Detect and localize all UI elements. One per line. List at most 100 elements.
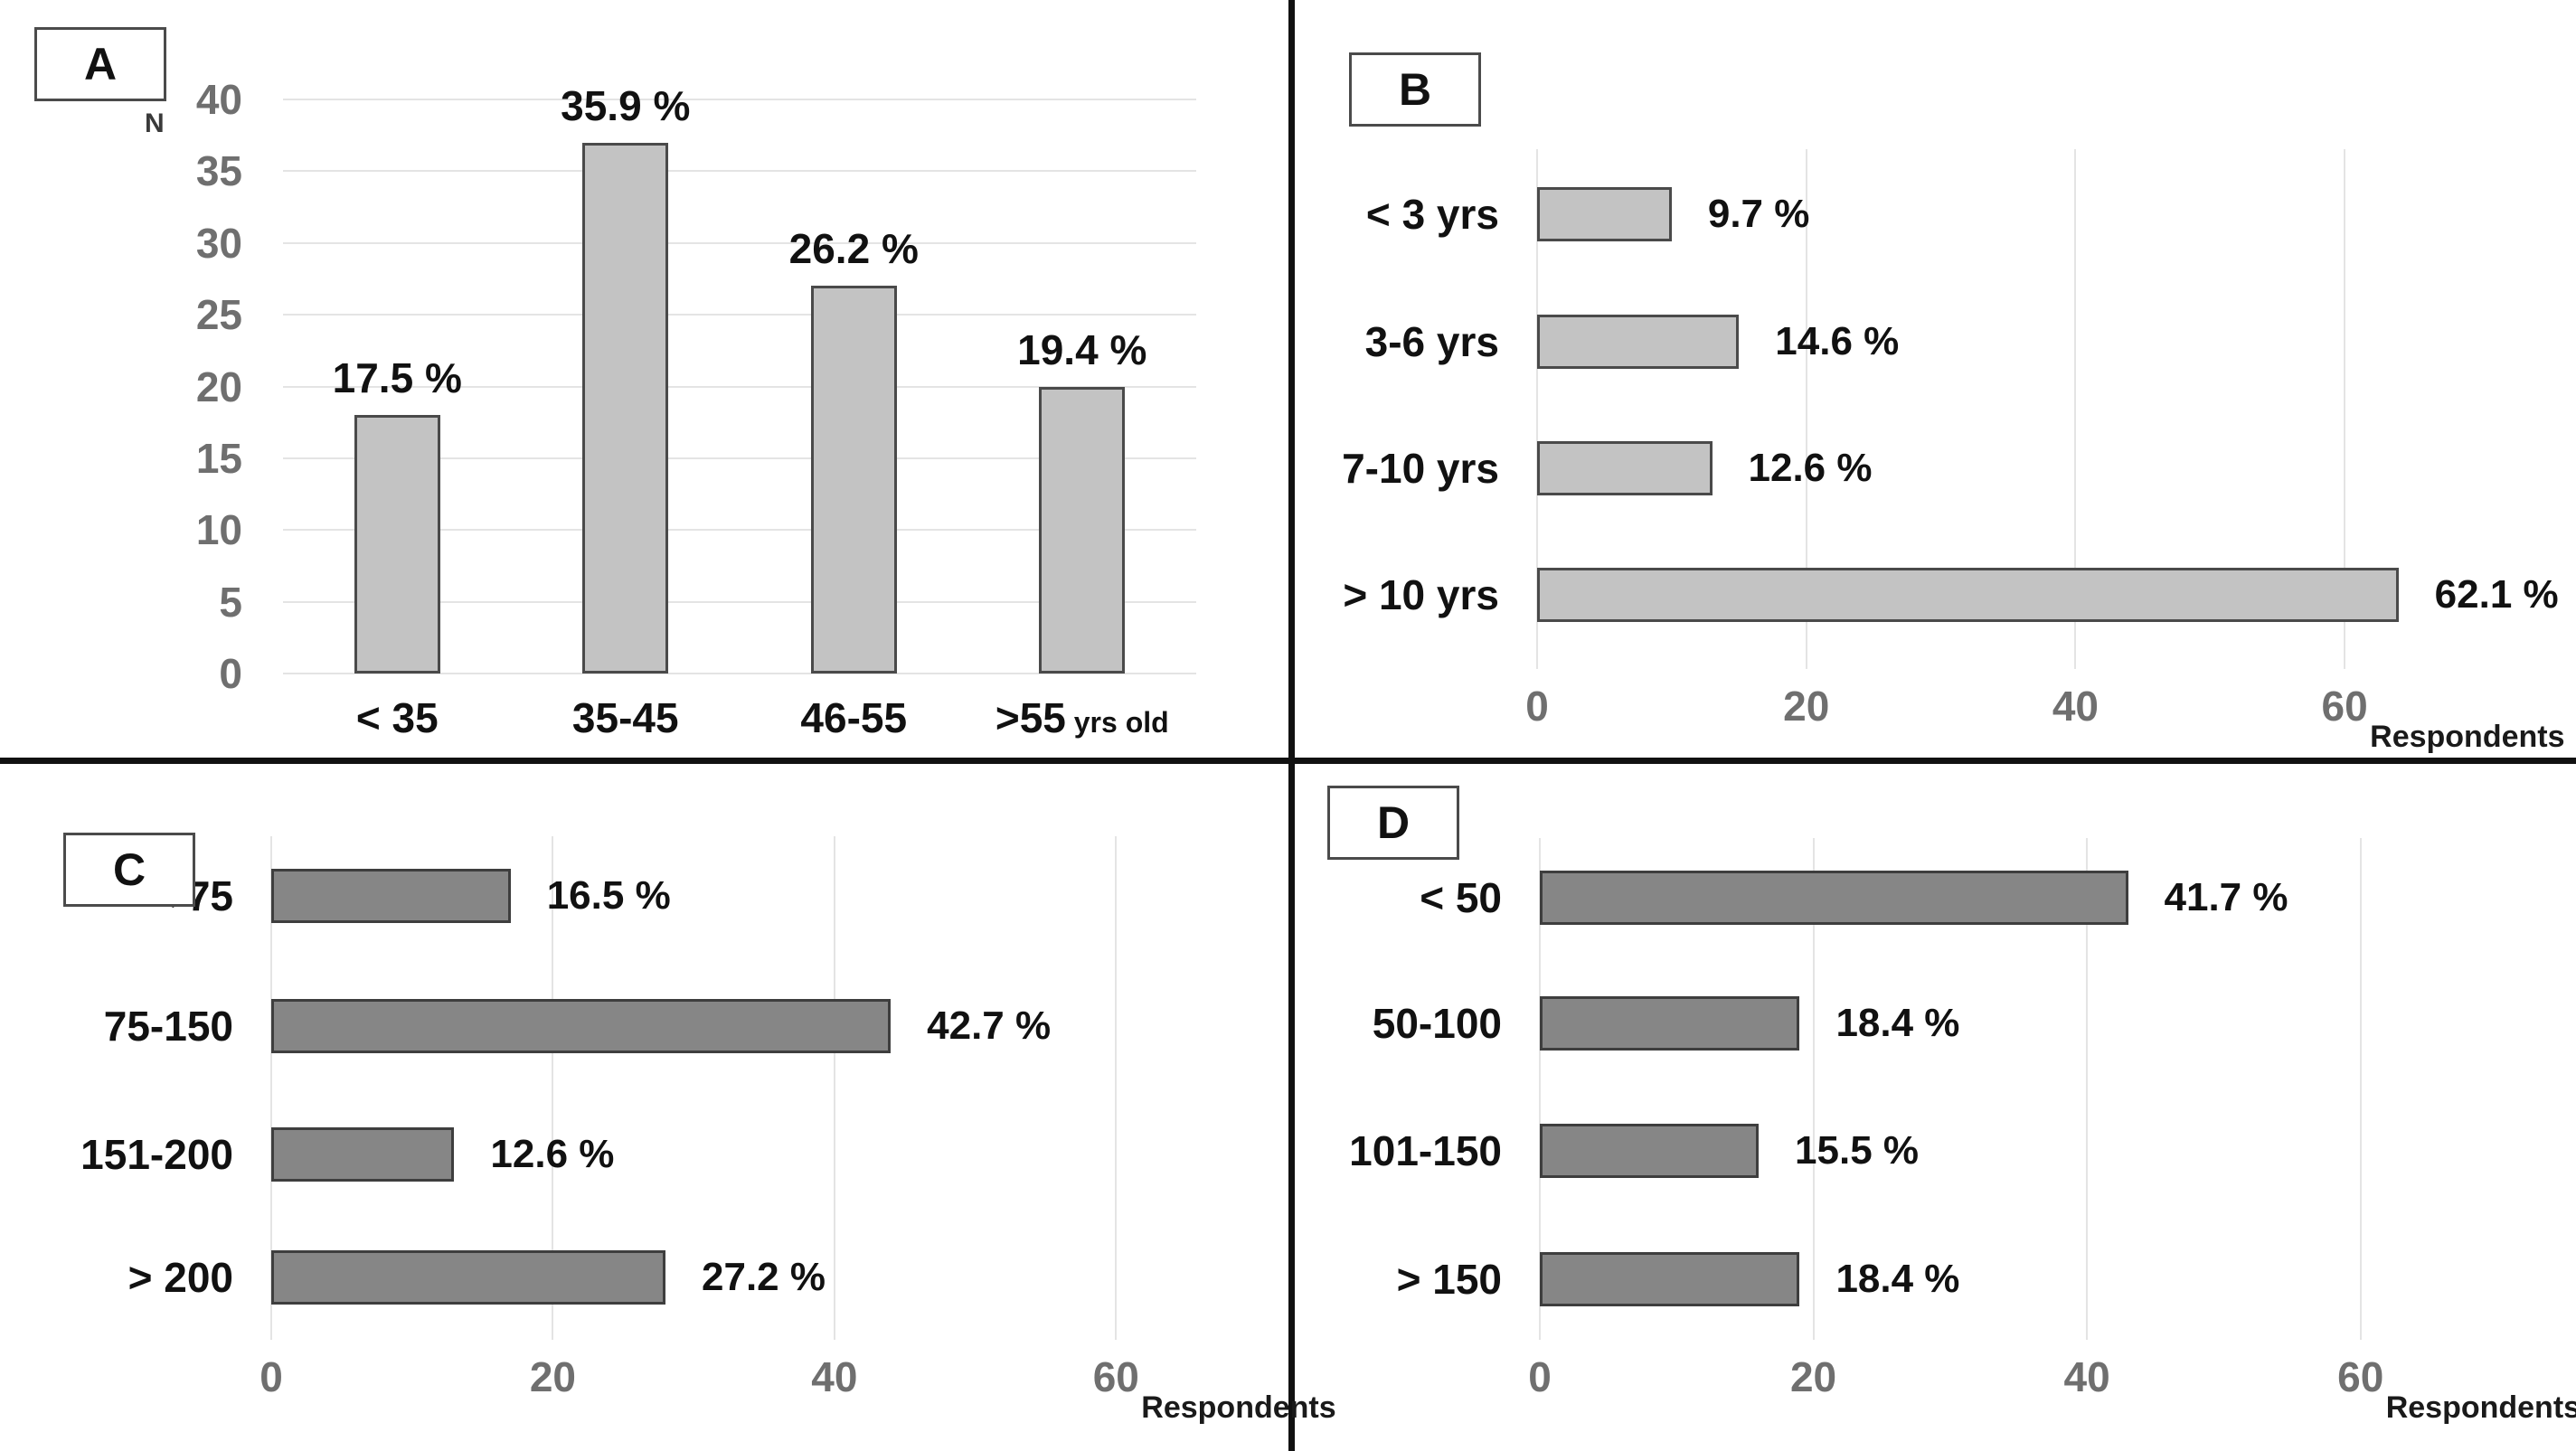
panel-a-age-distribution: A N 0 5 10 15 20 25 30 35 40 17.5 % < 35 35.9 % 35-4… bbox=[0, 0, 1288, 758]
panel-c-letter: C bbox=[112, 844, 146, 895]
x-tick-60: 60 bbox=[2321, 683, 2368, 730]
y-tick-10: 10 bbox=[195, 506, 242, 554]
category-label: > 10 yrs bbox=[1343, 571, 1499, 618]
bar-3-6 yrs bbox=[1537, 315, 1740, 369]
panel-a-plot-area: 0 5 10 15 20 25 30 35 40 17.5 % < 35 35.9 % 35-45 26.… bbox=[196, 79, 1196, 739]
bar-35-45 bbox=[582, 142, 669, 674]
gridline-y-30 bbox=[283, 241, 1196, 244]
gridline-y-15 bbox=[283, 457, 1196, 459]
x-category-label: < 35 bbox=[355, 694, 439, 741]
category-label: > 200 bbox=[127, 1254, 233, 1301]
x-axis-unit-suffix: yrs old bbox=[1065, 706, 1169, 739]
panel-c-label-box: C bbox=[63, 833, 195, 907]
gridline-x-40 bbox=[2074, 149, 2077, 669]
y-tick-15: 15 bbox=[195, 434, 242, 482]
gridline-y-10 bbox=[283, 529, 1196, 532]
panel-b-letter: B bbox=[1398, 64, 1432, 115]
x-tick-60: 60 bbox=[1092, 1353, 1139, 1400]
category-label: 7-10 yrs bbox=[1342, 445, 1499, 492]
category-label: 75-150 bbox=[103, 1003, 233, 1050]
horizontal-divider-line bbox=[0, 758, 2576, 764]
category-label: 3-6 yrs bbox=[1364, 318, 1499, 365]
bar-< 3 yrs bbox=[1537, 187, 1672, 241]
y-tick-25: 25 bbox=[195, 291, 242, 339]
gridline-y-25 bbox=[283, 314, 1196, 316]
y-tick-0: 0 bbox=[219, 650, 242, 697]
gridline-x-0 bbox=[1536, 149, 1538, 669]
panel-d-letter: D bbox=[1376, 797, 1411, 848]
x-category-label: 46-55 bbox=[800, 694, 908, 741]
bar-> 10 yrs bbox=[1537, 568, 2399, 622]
x-category-label: >55 yrs old bbox=[995, 694, 1169, 741]
bar-< 35 bbox=[354, 415, 440, 674]
category-label: 50-100 bbox=[1372, 1000, 1502, 1047]
x-category-label: 35-45 bbox=[571, 694, 679, 741]
percent-label: 18.4 % bbox=[1835, 1257, 1960, 1301]
vertical-divider-line bbox=[1288, 0, 1295, 1451]
x-tick-40: 40 bbox=[2052, 683, 2099, 730]
y-tick-20: 20 bbox=[195, 363, 242, 410]
x-tick-40: 40 bbox=[811, 1353, 858, 1400]
bar-7-10 yrs bbox=[1537, 441, 1713, 495]
panel-b-years-experience: B 0 20 40 60 Respondents < 3 yrs 9.7 % 3-6 yrs 1… bbox=[1295, 0, 2576, 758]
x-tick-60: 60 bbox=[2337, 1353, 2384, 1400]
panel-b-label-box: B bbox=[1349, 52, 1481, 127]
y-tick-40: 40 bbox=[195, 76, 242, 123]
gridline-x-60 bbox=[2344, 149, 2346, 669]
x-tick-0: 0 bbox=[1528, 1353, 1552, 1400]
gridline-x-60 bbox=[2359, 838, 2362, 1340]
gridline-y-0 bbox=[283, 673, 1196, 674]
x-tick-0: 0 bbox=[1525, 683, 1549, 730]
x-tick-20: 20 bbox=[529, 1353, 577, 1400]
percent-label: 18.4 % bbox=[1835, 1001, 1960, 1045]
percent-label: 62.1 % bbox=[2434, 572, 2559, 617]
category-label: 101-150 bbox=[1349, 1127, 1502, 1174]
percent-label: 15.5 % bbox=[1795, 1128, 1920, 1173]
percent-label: 19.4 % bbox=[1017, 325, 1147, 373]
percent-label: 17.5 % bbox=[332, 354, 462, 402]
bar-75-150 bbox=[271, 999, 892, 1053]
bar->55 bbox=[1039, 386, 1126, 674]
bar-> 150 bbox=[1540, 1252, 1800, 1306]
panel-d-label-box: D bbox=[1327, 786, 1459, 860]
percent-label: 35.9 % bbox=[561, 81, 691, 129]
x-tick-20: 20 bbox=[1789, 1353, 1837, 1400]
bar-50-100 bbox=[1540, 996, 1800, 1051]
gridline-y-40 bbox=[283, 99, 1196, 100]
bar-< 50 bbox=[1540, 871, 2128, 925]
gridline-x-0 bbox=[1539, 838, 1541, 1340]
gridline-x-40 bbox=[2086, 838, 2089, 1340]
y-tick-30: 30 bbox=[195, 219, 242, 267]
gridline-x-20 bbox=[1812, 838, 1815, 1340]
percent-label: 41.7 % bbox=[2164, 875, 2288, 919]
percent-label: 12.6 % bbox=[1748, 446, 1873, 490]
gridline-x-20 bbox=[1805, 149, 1807, 669]
percent-label: 16.5 % bbox=[546, 873, 671, 918]
category-label: < 50 bbox=[1420, 874, 1502, 921]
y-axis-title-n: N bbox=[145, 108, 165, 138]
y-tick-35: 35 bbox=[195, 147, 242, 195]
panel-d-plot-area: 0 20 40 60 Respondents < 50 41.7 % 50-100 18.4 %… bbox=[1349, 838, 2576, 1423]
gridline-y-20 bbox=[283, 385, 1196, 388]
bar-46-55 bbox=[810, 286, 897, 674]
y-tick-5: 5 bbox=[219, 578, 242, 626]
gridline-y-5 bbox=[283, 600, 1196, 603]
percent-label: 9.7 % bbox=[1707, 192, 1810, 236]
bar-101-150 bbox=[1540, 1124, 1760, 1178]
panel-a-letter: A bbox=[83, 39, 118, 90]
x-axis-title-respondents: Respondents bbox=[2385, 1390, 2576, 1425]
gridline-x-40 bbox=[833, 836, 835, 1340]
x-axis-title-respondents: Respondents bbox=[2370, 720, 2565, 754]
gridline-x-0 bbox=[270, 836, 272, 1340]
x-tick-20: 20 bbox=[1783, 683, 1830, 730]
percent-label: 26.2 % bbox=[788, 225, 919, 273]
percent-label: 27.2 % bbox=[702, 1255, 826, 1299]
gridline-y-35 bbox=[283, 170, 1196, 173]
category-label: > 150 bbox=[1396, 1256, 1502, 1303]
percent-label: 12.6 % bbox=[490, 1132, 615, 1176]
bar-< 75 bbox=[271, 869, 511, 923]
gridline-x-20 bbox=[552, 836, 554, 1340]
percent-label: 42.7 % bbox=[927, 1003, 1052, 1048]
